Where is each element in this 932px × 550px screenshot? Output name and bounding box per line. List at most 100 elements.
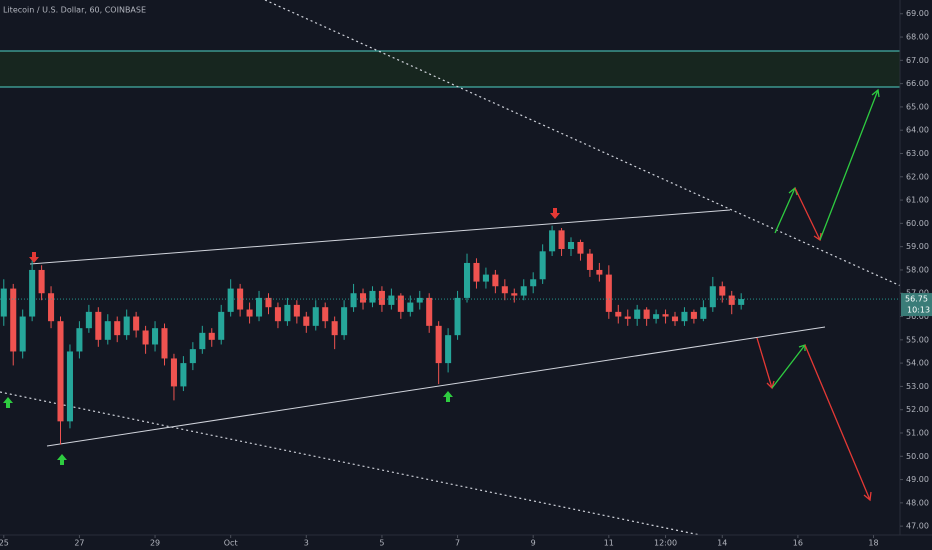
drawings — [0, 0, 932, 536]
candle-body — [728, 295, 735, 305]
candle-body — [388, 295, 395, 305]
y-tick-label: 63.00 — [906, 149, 929, 158]
candle-body — [57, 321, 64, 422]
candle-body — [189, 349, 196, 364]
buy-arrow — [443, 391, 453, 402]
buy-arrow — [3, 397, 13, 408]
y-tick-label: 68.00 — [906, 33, 929, 42]
candle-body — [700, 307, 707, 319]
x-tick-label: 12:00 — [654, 539, 677, 548]
y-tick-label: 64.00 — [906, 126, 929, 135]
candle-body — [482, 274, 489, 282]
candle-body — [19, 316, 26, 352]
candle-body — [596, 269, 603, 275]
candle-body — [322, 307, 329, 322]
candle-body — [473, 262, 480, 282]
candle-body — [577, 241, 584, 254]
candle-body — [671, 316, 679, 322]
price-axis — [900, 0, 932, 535]
candle-body — [738, 299, 745, 305]
candle-body — [218, 311, 225, 340]
candle-body — [445, 335, 452, 364]
candle-body — [274, 307, 281, 322]
x-tick-label: 16 — [793, 539, 803, 548]
candle-body — [709, 286, 716, 308]
y-tick-label: 65.00 — [906, 102, 929, 111]
candle-body — [397, 295, 404, 312]
projection-down — [804, 344, 871, 501]
candle-body — [85, 311, 92, 329]
channel-line — [29, 209, 731, 265]
candle-body — [719, 286, 726, 296]
y-tick-label: 69.00 — [906, 9, 929, 18]
candle-body — [520, 286, 527, 296]
candle-body — [341, 307, 348, 336]
candle-body — [511, 293, 518, 296]
candle-body — [378, 290, 385, 305]
signal-arrows — [3, 208, 560, 465]
x-tick-label: 7 — [455, 539, 460, 548]
candle-body — [416, 297, 423, 303]
candle-body — [246, 309, 253, 317]
candle-body — [123, 316, 130, 336]
candle-body — [48, 293, 55, 322]
x-tick-label: 11 — [604, 539, 614, 548]
channel-line — [46, 326, 826, 447]
sell-arrow — [550, 208, 560, 219]
candle-body — [662, 314, 669, 317]
candle-body — [369, 290, 376, 303]
candle-body — [435, 325, 442, 364]
candle-body — [530, 279, 537, 287]
y-tick-label: 59.00 — [906, 242, 929, 251]
candle-body — [152, 328, 159, 345]
candle-body — [501, 286, 508, 294]
x-tick-label: 25 — [0, 539, 9, 548]
y-tick-label: 55.00 — [906, 335, 929, 344]
x-tick-label: 18 — [868, 539, 878, 548]
last-price-label: 56.75 — [905, 295, 928, 304]
candle-body — [312, 307, 319, 326]
candle-body — [66, 351, 73, 422]
countdown-label: 10:13 — [907, 306, 930, 315]
trend-line — [0, 391, 701, 536]
sell-arrow — [29, 252, 39, 263]
candle-body — [653, 314, 660, 319]
arrow-head — [863, 491, 872, 502]
y-tick-label: 62.00 — [906, 172, 929, 181]
projection-down — [794, 187, 821, 241]
candle-body — [454, 297, 461, 336]
candle-body — [558, 230, 565, 249]
resistance-zone — [0, 51, 900, 87]
candle-body — [95, 311, 102, 340]
buy-arrow — [57, 454, 67, 465]
x-tick-label: 5 — [379, 539, 384, 548]
candle-body — [180, 363, 187, 387]
candle-body — [426, 297, 433, 326]
candle-body — [284, 304, 291, 322]
y-tick-label: 48.00 — [906, 498, 929, 507]
x-tick-label: Oct — [224, 539, 238, 548]
candle-body — [586, 253, 593, 270]
y-tick-label: 53.00 — [906, 382, 929, 391]
y-tick-label: 56.00 — [906, 312, 929, 321]
candle-body — [492, 274, 499, 287]
candle-body — [567, 241, 575, 249]
y-tick-label: 54.00 — [906, 359, 929, 368]
candle-body — [104, 321, 111, 340]
y-tick-label: 60.00 — [906, 219, 929, 228]
trend-line — [264, 0, 932, 301]
projection — [756, 88, 880, 502]
x-tick-label: 9 — [531, 539, 536, 548]
candle-body — [0, 288, 7, 317]
candle-body — [142, 330, 149, 345]
projection-up — [774, 187, 796, 234]
y-tick-label: 50.00 — [906, 452, 929, 461]
candle-body — [161, 328, 168, 359]
candle-body — [690, 311, 697, 319]
candle-body — [615, 311, 622, 317]
candle-body — [350, 293, 357, 308]
candle-body — [549, 230, 556, 252]
candle-body — [463, 262, 471, 298]
arrow-head — [871, 88, 880, 98]
